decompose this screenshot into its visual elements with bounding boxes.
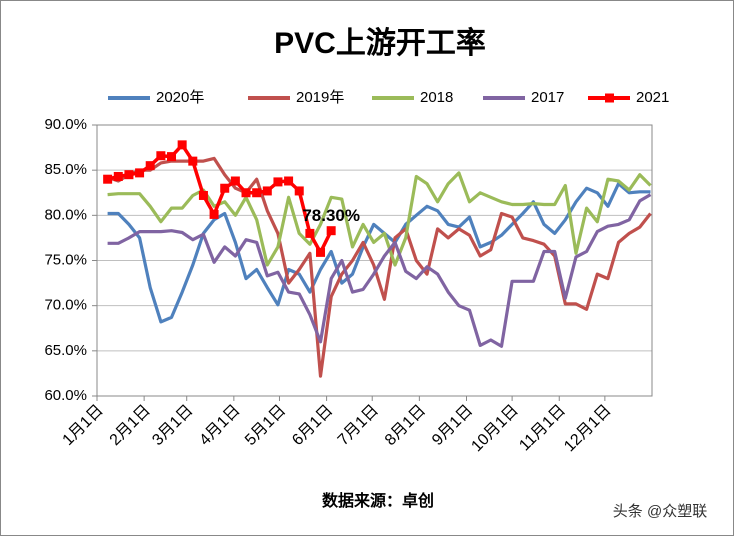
chart-title: PVC上游开工率 — [274, 27, 486, 60]
data-point — [326, 226, 336, 236]
legend-label: 2018 — [420, 89, 453, 106]
data-point — [177, 140, 187, 150]
watermark: 头条 @众塑联 — [613, 503, 707, 520]
data-point — [305, 228, 315, 238]
data-point — [156, 151, 166, 161]
data-point — [262, 186, 272, 196]
series-line — [107, 143, 333, 255]
y-tick-label: 60.0% — [44, 387, 87, 404]
y-tick-label: 85.0% — [44, 161, 87, 178]
y-tick-label: 65.0% — [44, 342, 87, 359]
data-point — [252, 188, 262, 198]
data-point — [103, 174, 113, 184]
y-tick-label: 80.0% — [44, 206, 87, 223]
data-point — [145, 161, 155, 171]
data-point — [284, 176, 294, 186]
data-point — [230, 176, 240, 186]
series-line — [107, 171, 652, 267]
data-point — [124, 170, 134, 180]
legend-label: 2017 — [531, 89, 564, 106]
data-point — [167, 152, 177, 162]
data-point — [220, 183, 230, 193]
data-point — [241, 188, 251, 198]
data-point — [135, 168, 145, 178]
data-point — [316, 247, 326, 257]
legend-label: 2020年 — [156, 89, 204, 106]
data-point — [198, 190, 208, 200]
data-label: 78.30% — [302, 206, 360, 225]
y-tick-label: 90.0% — [44, 116, 87, 133]
data-point — [273, 177, 283, 187]
data-point — [188, 156, 198, 166]
data-point — [209, 209, 219, 219]
y-tick-label: 70.0% — [44, 297, 87, 314]
legend-label: 2019年 — [296, 89, 344, 106]
data-point — [294, 186, 304, 196]
series-line — [107, 182, 651, 324]
x-axis-title: 数据来源：卓创 — [322, 491, 434, 510]
y-tick-label: 75.0% — [44, 251, 87, 268]
legend-label: 2021 — [636, 89, 669, 106]
series-line — [107, 193, 652, 348]
plot-frame — [96, 124, 653, 397]
data-point — [113, 171, 123, 181]
legend-marker — [605, 93, 614, 103]
